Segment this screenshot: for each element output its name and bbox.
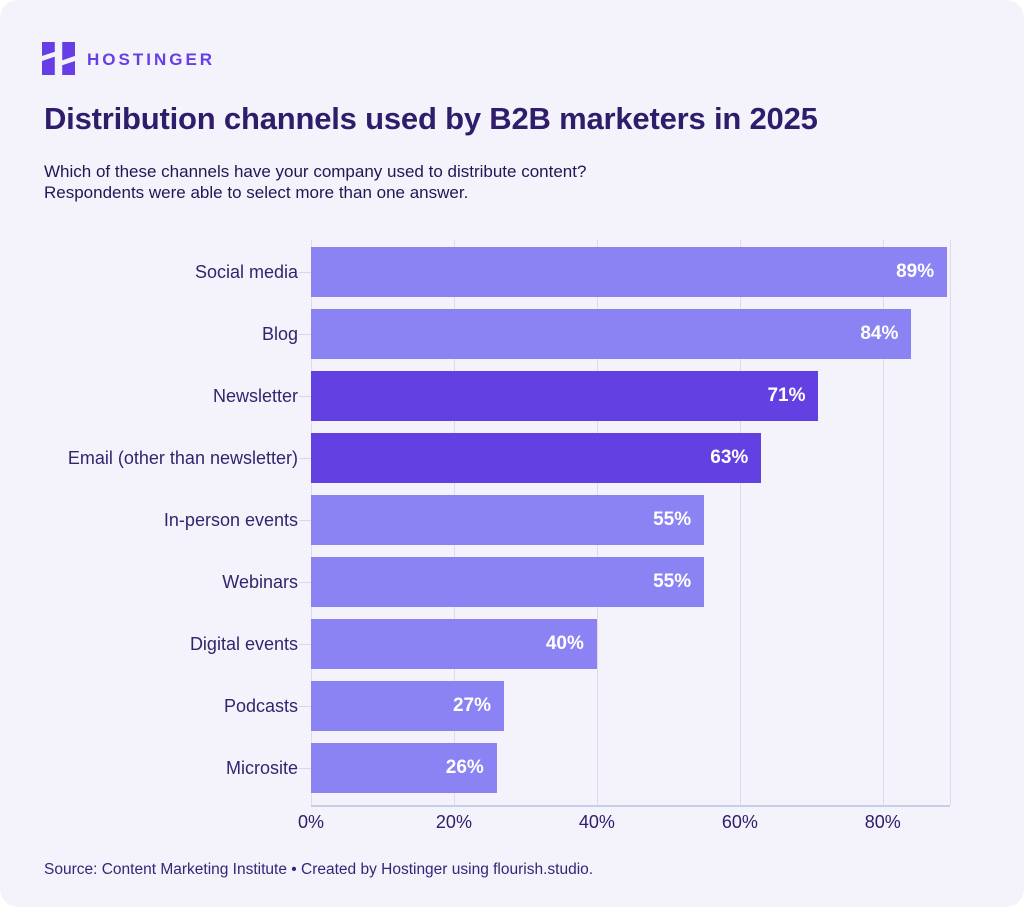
x-axis-line <box>311 805 950 807</box>
category-label: Microsite <box>225 758 298 778</box>
gridline <box>739 240 741 805</box>
bar-value-label: 84% <box>860 323 899 344</box>
category-label: Newsletter <box>212 386 298 406</box>
bar-value-label: 71% <box>767 385 806 406</box>
x-axis-tick-label: 40% <box>578 812 615 832</box>
bar-value-label: 26% <box>445 757 484 778</box>
category-label: Webinars <box>222 572 298 592</box>
bar-in-person-events: 55% <box>311 495 705 545</box>
chart-subtitle: Which of these channels have your compan… <box>44 161 844 203</box>
bar-value-label: 89% <box>896 261 935 282</box>
bar-value-label: 27% <box>452 695 491 716</box>
category-label: Digital events <box>189 634 298 654</box>
category-label: Blog <box>261 324 298 344</box>
bar-value-label: 55% <box>653 509 692 530</box>
category-tick <box>299 706 311 707</box>
category-label: Social media <box>194 262 298 282</box>
category-tick <box>299 768 311 769</box>
bar-email-other-than-newsletter: 63% <box>311 433 762 483</box>
category-tick <box>299 396 311 397</box>
bar-webinars: 55% <box>311 557 705 607</box>
bar-podcasts: 27% <box>311 681 504 731</box>
gridline <box>950 240 951 805</box>
x-axis-tick-label: 80% <box>864 812 901 832</box>
bar-value-label: 55% <box>653 571 692 592</box>
bar-value-label: 63% <box>710 447 749 468</box>
category-tick <box>299 334 311 335</box>
x-axis-tick-label: 0% <box>297 812 325 832</box>
x-axis-tick-label: 20% <box>435 812 472 832</box>
chart-title: Distribution channels used by B2B market… <box>44 101 818 136</box>
hostinger-wordmark: HOSTINGER <box>87 49 216 69</box>
bar-value-label: 40% <box>545 633 584 654</box>
bar-digital-events: 40% <box>311 619 597 669</box>
x-axis-tick-label: 60% <box>721 812 758 832</box>
hostinger-logo: HOSTINGER <box>42 42 215 75</box>
source-caption: Source: Content Marketing Institute • Cr… <box>44 861 594 878</box>
bar-blog: 84% <box>311 309 912 359</box>
subtitle-line-1: Which of these channels have your compan… <box>44 162 587 181</box>
category-tick <box>299 644 311 645</box>
category-tick <box>299 272 311 273</box>
gridline <box>882 240 884 805</box>
bar-social-media: 89% <box>311 247 948 297</box>
category-tick <box>299 582 311 583</box>
bar-newsletter: 71% <box>311 371 819 421</box>
bar-microsite: 26% <box>311 743 497 793</box>
category-label: Email (other than newsletter) <box>67 448 298 468</box>
category-label: Podcasts <box>223 696 298 716</box>
category-tick <box>299 458 311 459</box>
hostinger-logo-icon <box>42 42 75 75</box>
subtitle-line-2: Respondents were able to select more tha… <box>44 183 469 202</box>
category-tick <box>299 520 311 521</box>
category-label: In-person events <box>163 510 298 530</box>
